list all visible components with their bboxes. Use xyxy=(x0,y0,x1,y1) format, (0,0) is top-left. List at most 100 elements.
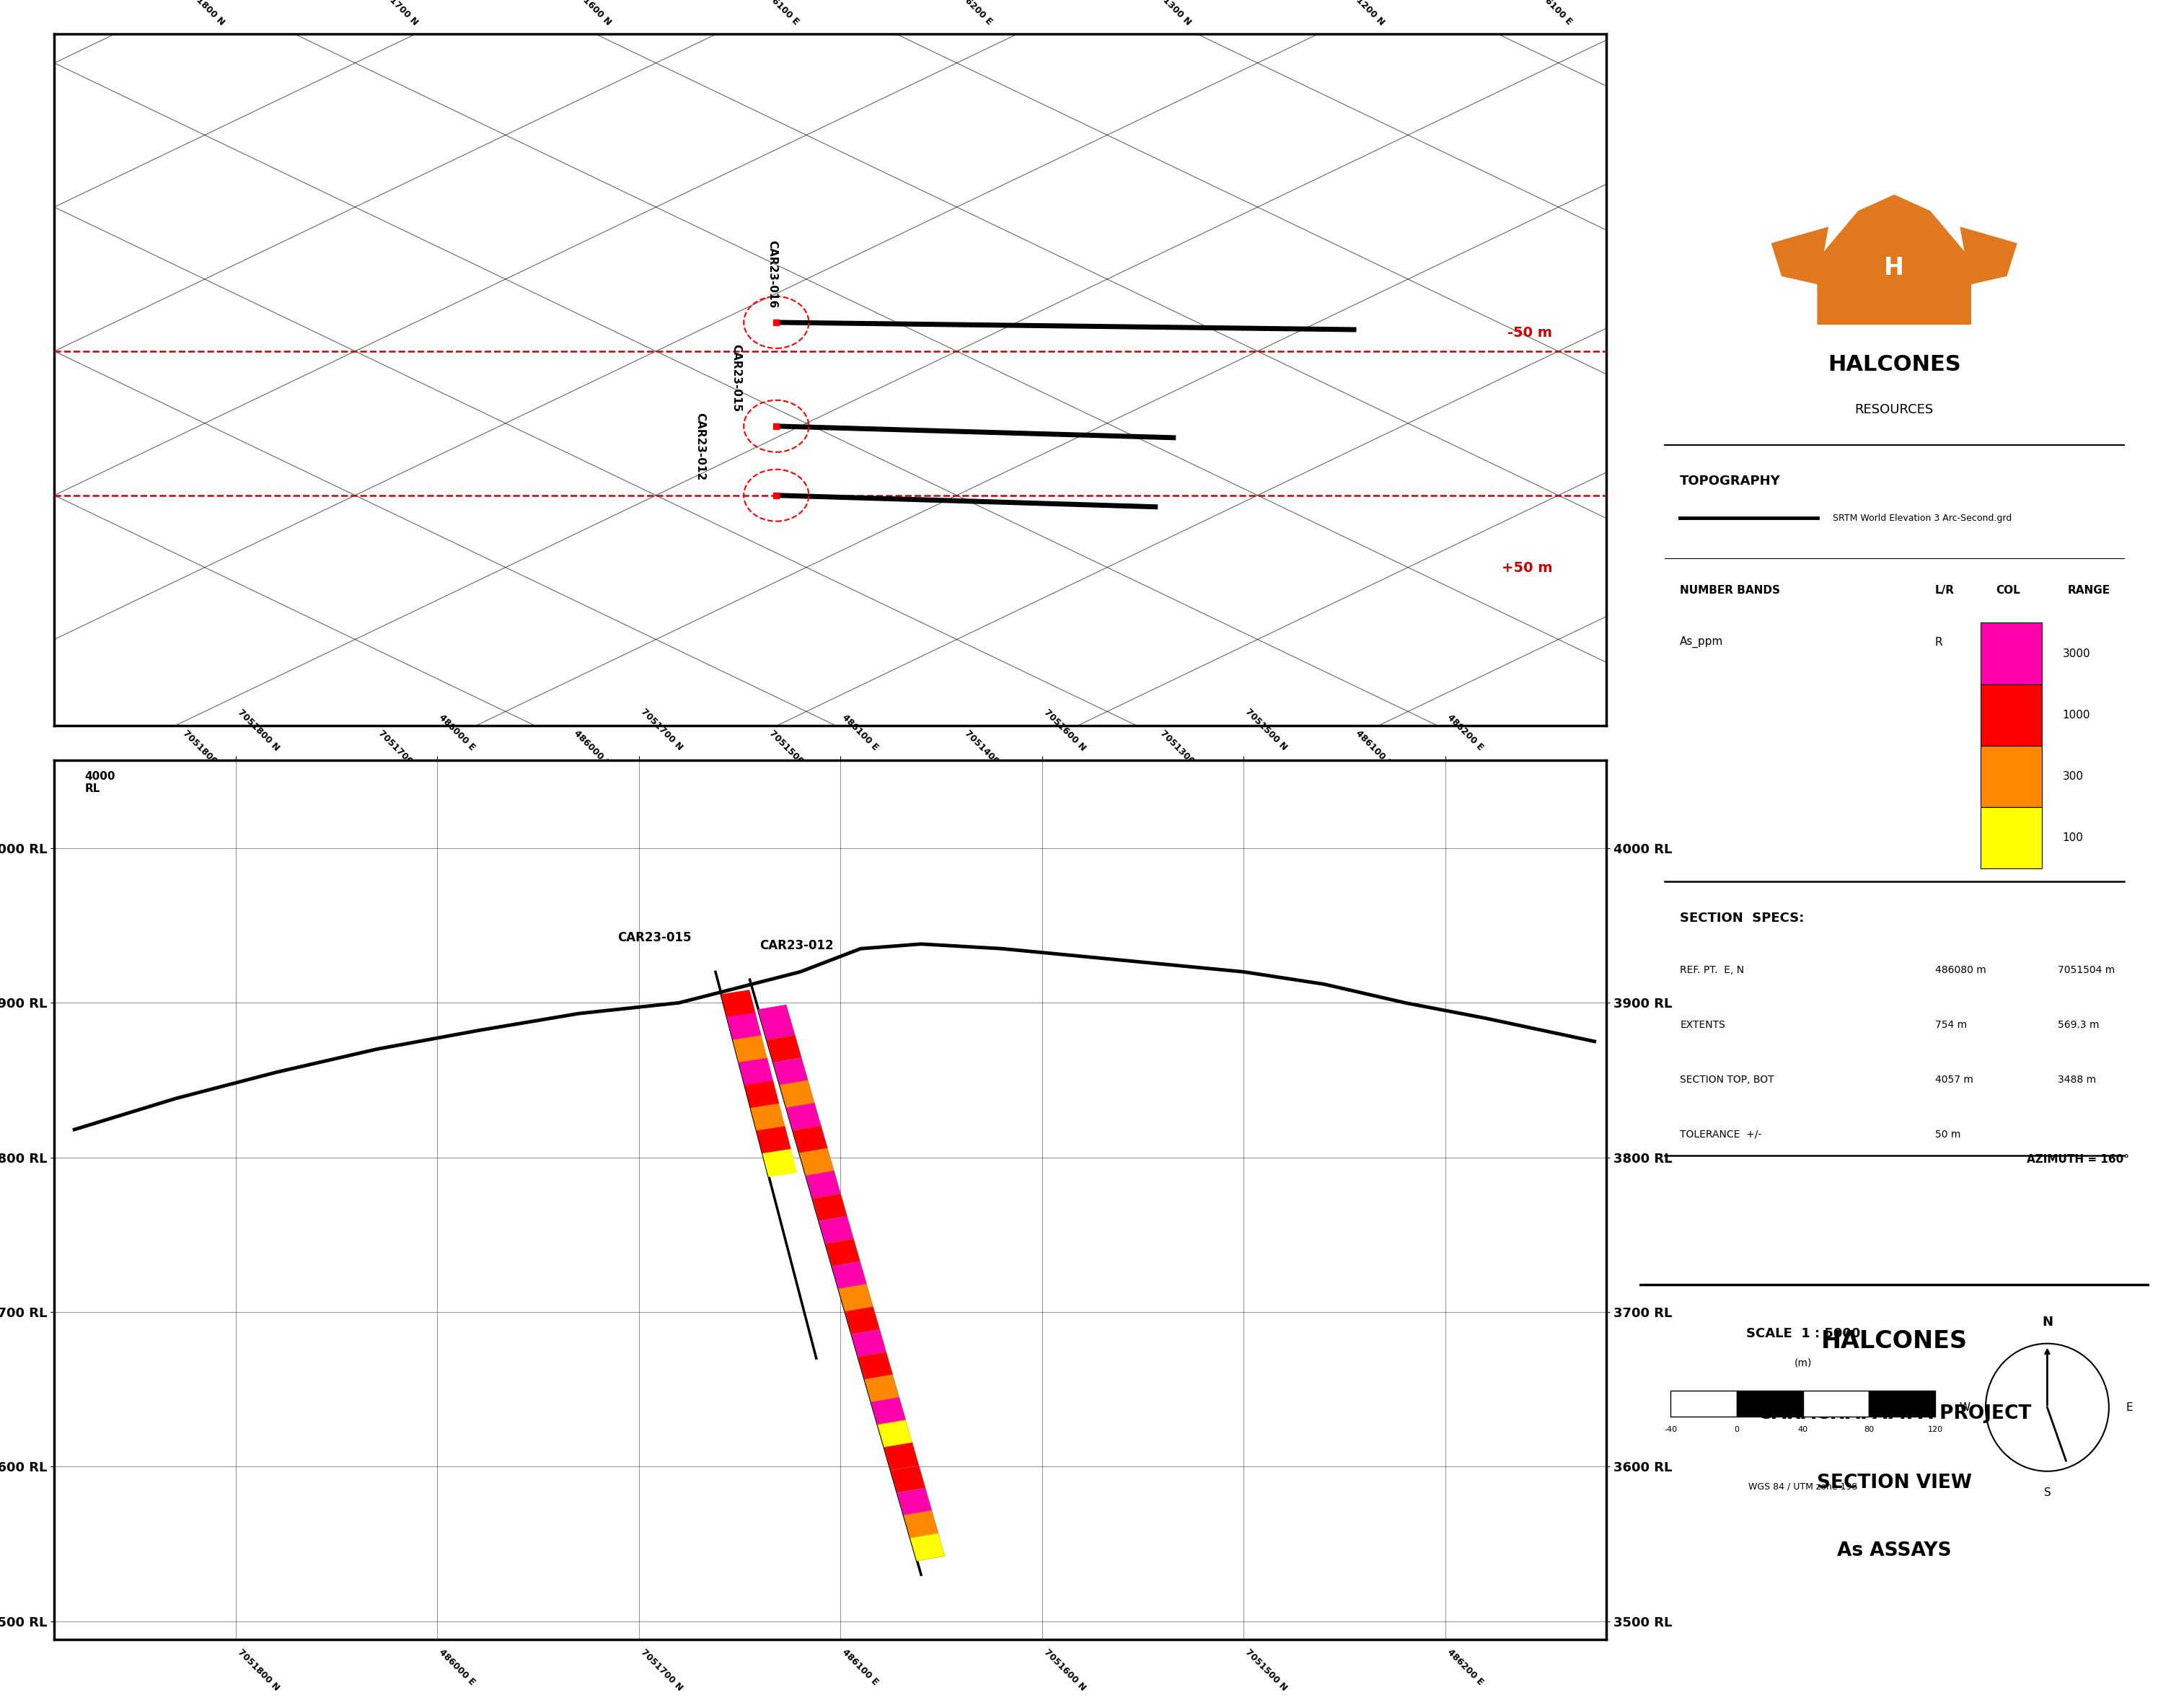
Polygon shape xyxy=(871,1397,905,1424)
Polygon shape xyxy=(766,1035,801,1062)
Bar xyxy=(1980,685,2043,745)
Text: 486100 E: 486100 E xyxy=(1535,0,1574,27)
Text: 754 m: 754 m xyxy=(1934,1020,1967,1030)
Polygon shape xyxy=(721,991,756,1018)
Text: 7051600 N: 7051600 N xyxy=(567,0,612,27)
Polygon shape xyxy=(845,1307,879,1334)
Text: 7051500 N: 7051500 N xyxy=(766,729,812,774)
Text: REF. PT.  E, N: REF. PT. E, N xyxy=(1680,965,1743,975)
Text: 486100 E: 486100 E xyxy=(760,0,801,27)
Text: 7051600 N: 7051600 N xyxy=(1042,1648,1088,1693)
Text: 486100 E: 486100 E xyxy=(840,1648,879,1688)
Polygon shape xyxy=(812,1194,847,1221)
Bar xyxy=(1804,1390,1869,1416)
Text: -40: -40 xyxy=(1665,1426,1678,1433)
Polygon shape xyxy=(864,1375,899,1402)
Text: 3488 m: 3488 m xyxy=(2058,1074,2095,1085)
Text: 7051500 N: 7051500 N xyxy=(1244,1648,1290,1693)
Polygon shape xyxy=(1772,227,1828,284)
Text: TOLERANCE  +/-: TOLERANCE +/- xyxy=(1680,1129,1761,1139)
Text: (m): (m) xyxy=(1793,1358,1813,1368)
Text: 7051800 N: 7051800 N xyxy=(237,1648,280,1693)
Polygon shape xyxy=(890,1465,925,1493)
Polygon shape xyxy=(897,1488,931,1515)
Text: W: W xyxy=(1960,1402,1971,1413)
Polygon shape xyxy=(773,1057,808,1085)
Polygon shape xyxy=(758,1004,795,1040)
Text: 50 m: 50 m xyxy=(1934,1129,1960,1139)
Text: 7051300 N: 7051300 N xyxy=(1159,729,1203,774)
Text: 486080 m: 486080 m xyxy=(1934,965,1986,975)
Text: 4057 m: 4057 m xyxy=(1934,1074,1973,1085)
Polygon shape xyxy=(751,1103,784,1131)
Text: COL: COL xyxy=(1997,586,2021,596)
Text: 486200 E: 486200 E xyxy=(955,0,994,27)
Text: 486000 E: 486000 E xyxy=(436,1648,478,1688)
Text: 7051800 N: 7051800 N xyxy=(180,729,226,774)
Bar xyxy=(1980,806,2043,868)
Text: CAR23-​016: CAR23-​016 xyxy=(660,447,669,509)
Text: 120: 120 xyxy=(1928,1426,1943,1433)
Polygon shape xyxy=(738,1059,773,1086)
Polygon shape xyxy=(792,1126,827,1153)
Text: 3000: 3000 xyxy=(2062,647,2091,659)
Polygon shape xyxy=(838,1284,873,1312)
Text: CAR23-015: CAR23-015 xyxy=(617,931,690,945)
Polygon shape xyxy=(903,1512,938,1539)
Text: As_ppm: As_ppm xyxy=(1680,637,1724,647)
Text: 4000
RL: 4000 RL xyxy=(85,770,115,794)
Text: N: N xyxy=(2043,1315,2052,1329)
Text: HALCONES: HALCONES xyxy=(1821,1329,1967,1353)
Text: EXTENTS: EXTENTS xyxy=(1680,1020,1726,1030)
Polygon shape xyxy=(910,1534,944,1561)
Text: 7051700 N: 7051700 N xyxy=(638,1648,684,1693)
Text: 7051700 N: 7051700 N xyxy=(373,0,419,27)
Text: H: H xyxy=(1884,256,1904,280)
Text: 486100 E: 486100 E xyxy=(1355,729,1394,769)
Polygon shape xyxy=(884,1443,918,1471)
Text: 300: 300 xyxy=(2062,770,2084,782)
Text: R: R xyxy=(1934,637,1943,647)
Text: CAR23-012: CAR23-012 xyxy=(760,939,834,951)
Text: 80: 80 xyxy=(1865,1426,1874,1433)
Text: CAR23-012: CAR23-012 xyxy=(695,413,706,482)
Bar xyxy=(1672,1390,1737,1416)
Bar xyxy=(1980,745,2043,806)
Text: 7051200 N: 7051200 N xyxy=(1342,0,1387,27)
Polygon shape xyxy=(758,1127,790,1155)
Text: 100: 100 xyxy=(2062,832,2084,844)
Text: 0: 0 xyxy=(1735,1426,1739,1433)
Text: 7051800 N: 7051800 N xyxy=(180,0,226,27)
Text: SECTION  SPECS:: SECTION SPECS: xyxy=(1680,912,1804,924)
Polygon shape xyxy=(818,1216,853,1243)
Text: AZIMUTH = 160°: AZIMUTH = 160° xyxy=(2028,1155,2130,1165)
Text: L/R: L/R xyxy=(1934,586,1954,596)
Polygon shape xyxy=(831,1262,866,1290)
Text: TOPOGRAPHY: TOPOGRAPHY xyxy=(1680,475,1780,487)
Bar xyxy=(1869,1390,1934,1416)
Text: 7051504 m: 7051504 m xyxy=(2058,965,2115,975)
Text: 486200 E: 486200 E xyxy=(1446,1648,1485,1688)
Text: NUMBER BANDS: NUMBER BANDS xyxy=(1680,586,1780,596)
Text: SCALE  1 : 5000: SCALE 1 : 5000 xyxy=(1745,1327,1861,1341)
Polygon shape xyxy=(825,1238,860,1266)
Text: WGS 84 / UTM zone 19S: WGS 84 / UTM zone 19S xyxy=(1748,1483,1858,1491)
Polygon shape xyxy=(734,1035,766,1062)
Text: E: E xyxy=(2125,1402,2132,1413)
Text: HALCONES: HALCONES xyxy=(1828,354,1960,376)
Text: RANGE: RANGE xyxy=(2067,586,2110,596)
Text: 486000 E: 486000 E xyxy=(571,729,612,769)
Text: 7051300 N: 7051300 N xyxy=(1148,0,1192,27)
Text: 1000: 1000 xyxy=(2062,709,2091,721)
Text: CAR23-016: CAR23-016 xyxy=(766,241,777,307)
Polygon shape xyxy=(1960,227,2017,284)
Polygon shape xyxy=(745,1081,779,1108)
Polygon shape xyxy=(805,1172,840,1199)
Polygon shape xyxy=(779,1081,814,1108)
Text: S: S xyxy=(2043,1488,2052,1498)
Text: CARACHAPAMPA PROJECT: CARACHAPAMPA PROJECT xyxy=(1756,1404,2032,1423)
Text: As ASSAYS: As ASSAYS xyxy=(1837,1542,1952,1561)
Polygon shape xyxy=(877,1421,912,1448)
Polygon shape xyxy=(727,1013,762,1040)
Text: SECTION VIEW: SECTION VIEW xyxy=(1817,1474,1971,1493)
